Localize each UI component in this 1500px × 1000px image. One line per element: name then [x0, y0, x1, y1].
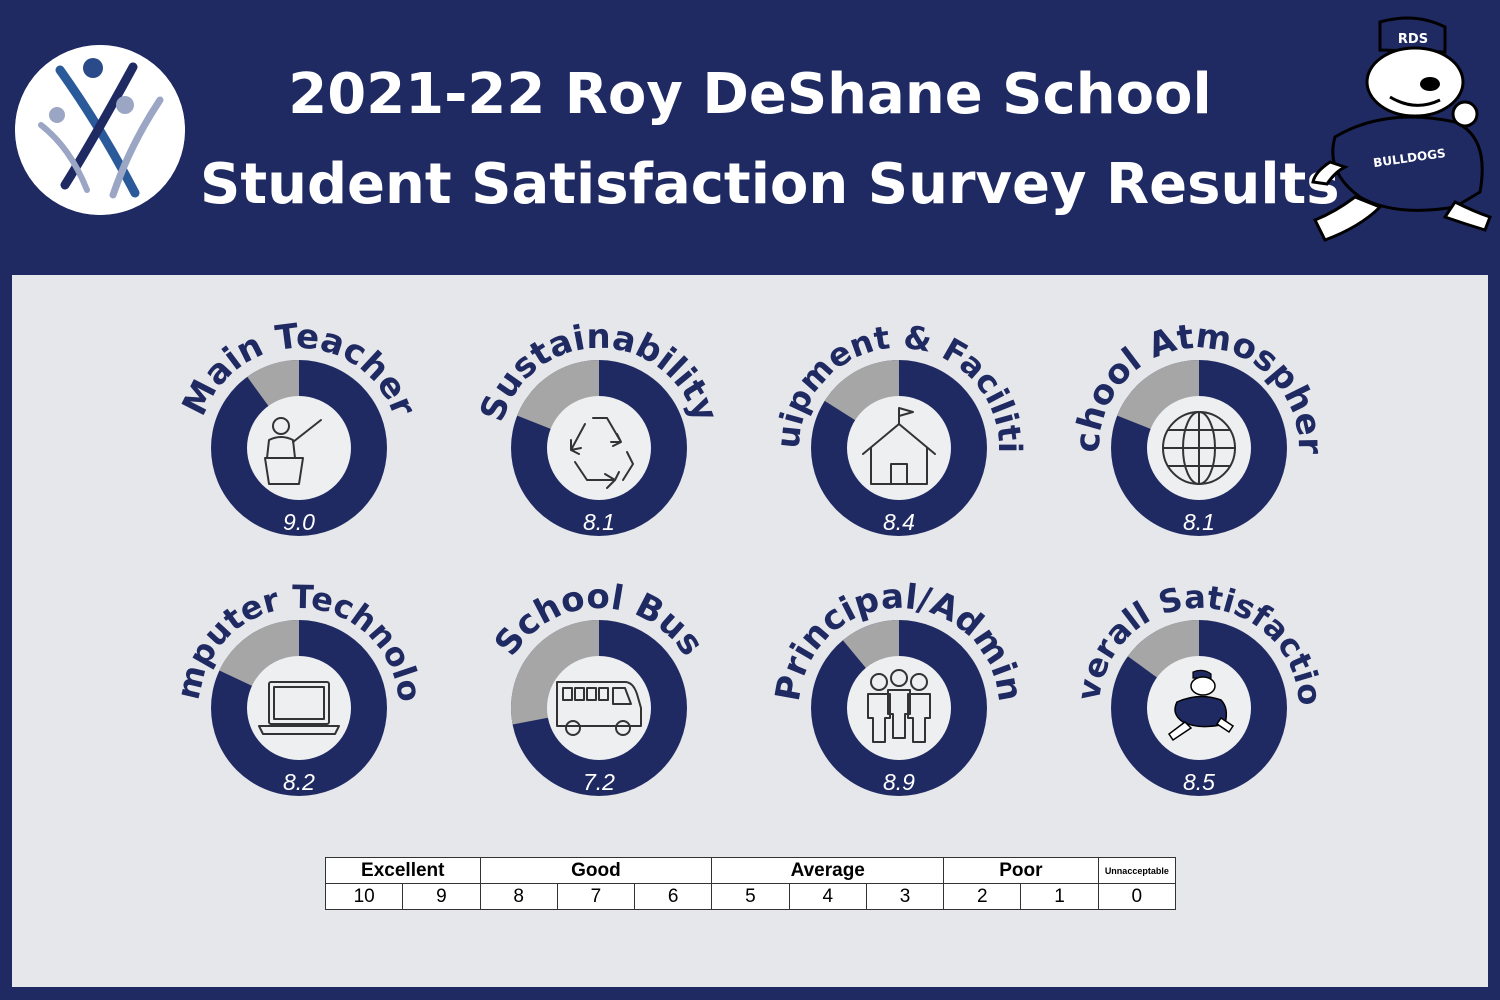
donut-value-label: 8.5	[1183, 769, 1215, 795]
scale-number: 6	[634, 883, 713, 910]
scale-number: 3	[865, 883, 945, 910]
scale-number: 2	[943, 883, 1022, 910]
header-banner: 2021-22 Roy DeShane School Student Satis…	[0, 0, 1500, 275]
scale-number: 4	[788, 883, 867, 910]
bus-icon	[556, 681, 642, 736]
people-logo-icon	[15, 45, 185, 215]
donut-value-label: 7.2	[583, 769, 615, 795]
scale-number-row: 10 9 8 7 6 5 4 3 2 1 0	[324, 883, 1177, 910]
page-title: 2021-22 Roy DeShane School Student Satis…	[200, 50, 1340, 230]
title-line-1: 2021-22 Roy DeShane School	[288, 62, 1212, 127]
scale-number: 7	[556, 883, 636, 910]
laptop-icon	[258, 681, 340, 735]
bulldog-icon	[1167, 669, 1235, 742]
donut-value-label: 8.2	[283, 769, 315, 795]
scale-category: Good	[479, 857, 713, 884]
scale-number: 1	[1020, 883, 1099, 910]
bulldog-mascot-icon: RDS BULLDOGS	[1311, 16, 1492, 242]
rating-scale-table: Excellent Good Average Poor Unnacceptable 10…	[324, 857, 1177, 910]
donut-value-label: 8.9	[883, 769, 915, 795]
scale-category: Average	[711, 857, 945, 884]
donut-hole	[547, 656, 651, 760]
people-icon	[867, 669, 931, 743]
schoolhouse-icon	[862, 407, 936, 485]
donut-hole	[247, 656, 351, 760]
scale-number: 10	[324, 883, 404, 910]
donut-value-label: 8.1	[1183, 509, 1215, 535]
donut-hole	[547, 396, 651, 500]
scale-category-row: Excellent Good Average Poor Unnacceptable	[325, 857, 1177, 884]
scale-number: 5	[711, 883, 790, 910]
scale-category: Poor	[943, 857, 1099, 884]
scale-category: Excellent	[325, 857, 481, 884]
donut-value-label: 8.4	[883, 509, 915, 535]
scale-number: 0	[1097, 883, 1177, 910]
recycle-icon	[570, 417, 634, 489]
teacher-icon	[264, 417, 322, 485]
globe-icon	[1162, 411, 1236, 485]
donut-hole	[847, 656, 951, 760]
donut-value-label: 9.0	[283, 509, 315, 535]
scale-number: 8	[479, 883, 558, 910]
scale-category: Unnacceptable	[1097, 857, 1177, 884]
title-line-2: Student Satisfaction Survey Results	[200, 152, 1340, 217]
donut-value-label: 8.1	[583, 509, 615, 535]
scale-number: 9	[402, 883, 481, 910]
svg-text:RDS: RDS	[1398, 32, 1428, 47]
donut-hole	[847, 396, 951, 500]
